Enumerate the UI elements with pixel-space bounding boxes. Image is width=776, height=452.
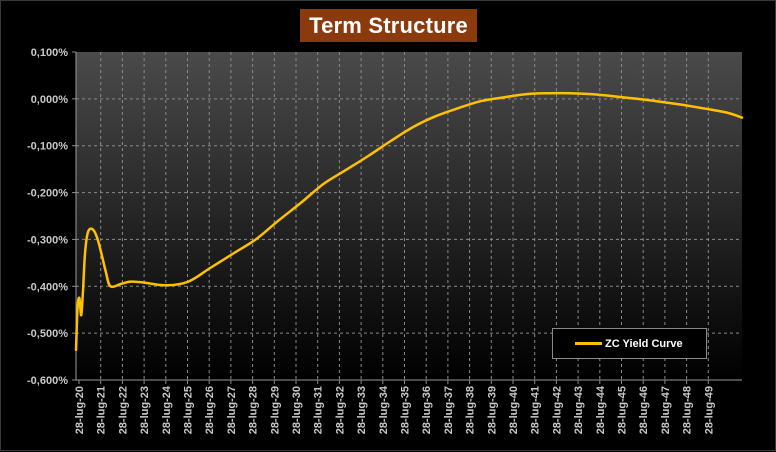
- x-tick-label: 28-lug-32: [334, 386, 346, 434]
- series-line-zc-yield-curve: [74, 91, 744, 352]
- x-tick-label: 28-lug-43: [573, 386, 585, 434]
- x-tick-label: 28-lug-45: [617, 386, 629, 434]
- x-tick-label: 28-lug-41: [530, 386, 542, 434]
- x-tick-label: 28-lug-39: [486, 386, 498, 434]
- x-tick-label: 28-lug-29: [269, 386, 281, 434]
- x-tick-label: 28-lug-21: [96, 386, 108, 434]
- legend: ZC Yield Curve: [552, 328, 707, 359]
- x-tick-label: 28-lug-20: [74, 386, 86, 434]
- y-axis-ticks: 0,100% 0,000% -0,100% -0,200% -0,300% -0,400%…: [27, 47, 68, 387]
- x-tick-label: 28-lug-33: [356, 386, 368, 434]
- y-tick-label: -0,300%: [27, 234, 68, 246]
- chart-title: Term Structure: [300, 9, 477, 42]
- y-tick-label: -0,100%: [27, 141, 68, 153]
- y-tick-label: -0,400%: [27, 281, 68, 293]
- x-tick-label: 28-lug-31: [313, 386, 325, 434]
- x-tick-label: 28-lug-42: [551, 386, 563, 434]
- x-tick-label: 28-lug-23: [139, 386, 151, 434]
- x-tick-label: 28-lug-36: [421, 386, 433, 434]
- y-tick-label: -0,600%: [27, 375, 68, 387]
- legend-swatch: [575, 342, 602, 345]
- x-tick-label: 28-lug-34: [378, 385, 390, 434]
- y-tick-label: 0,000%: [31, 94, 69, 106]
- x-axis-ticks: 28-lug-20 28-lug-21 28-lug-22 28-lug-23 28-l…: [74, 385, 715, 434]
- x-tick-label: 28-lug-40: [508, 386, 520, 434]
- x-tick-label: 28-lug-38: [465, 386, 477, 434]
- y-tick-label: 0,100%: [31, 47, 69, 59]
- x-tick-label: 28-lug-25: [183, 386, 195, 434]
- x-tick-label: 28-lug-28: [248, 386, 260, 434]
- x-tick-label: 28-lug-24: [161, 385, 173, 434]
- x-tick-label: 28-lug-37: [443, 386, 455, 434]
- x-tick-label: 28-lug-27: [226, 386, 238, 434]
- y-tick-label: -0,500%: [27, 328, 68, 340]
- x-tick-label: 28-lug-44: [595, 385, 607, 434]
- x-tick-label: 28-lug-49: [703, 386, 715, 434]
- grid-lines: [76, 52, 742, 380]
- series-layer: [74, 91, 744, 352]
- y-tick-label: -0,200%: [27, 188, 68, 200]
- x-tick-label: 28-lug-26: [204, 386, 216, 434]
- x-tick-label: 28-lug-46: [638, 386, 650, 434]
- x-tick-label: 28-lug-48: [682, 386, 694, 434]
- x-tick-label: 28-lug-47: [660, 386, 672, 434]
- legend-label: ZC Yield Curve: [605, 337, 683, 350]
- x-tick-label: 28-lug-22: [117, 386, 129, 434]
- x-tick-label: 28-lug-35: [400, 386, 412, 434]
- x-tick-label: 28-lug-30: [291, 386, 303, 434]
